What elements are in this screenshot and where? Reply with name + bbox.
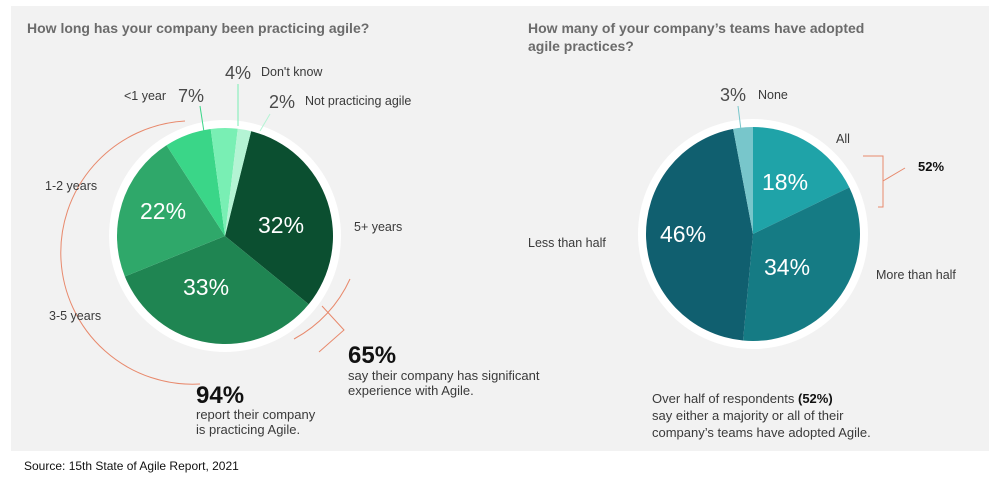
note-line2: say either a majority or all of their (652, 408, 844, 423)
label-5plus: 5+ years (354, 220, 402, 234)
right-slice-none (733, 127, 753, 234)
slice-value-notpracticing: 2% (269, 92, 295, 112)
slice-value-none: 3% (720, 85, 746, 105)
label-lesshalf: Less than half (528, 236, 606, 250)
practicing-arc (60, 120, 201, 385)
slice-value-all: 18% (762, 169, 808, 195)
label-all: All (836, 132, 850, 146)
right-slice-less-than-half (645, 128, 753, 341)
right-slice-more-than-half (743, 187, 860, 341)
majority-bracket (863, 155, 884, 208)
experience-bracket (318, 305, 345, 353)
left-slice-5-years (225, 131, 333, 305)
note-line1-text: Over half of respondents (652, 391, 798, 406)
note-line3: company’s teams have adopted Agile. (652, 425, 871, 440)
left-slice-not-practicing-agile (225, 128, 252, 236)
label-none: None (758, 88, 788, 102)
right-pie (645, 127, 860, 341)
experience-arc (293, 278, 351, 340)
note-line1-bold: (52%) (798, 391, 833, 406)
right-chart-title-line1: How many of your company’s teams have ad… (528, 20, 864, 36)
leader-lt1 (199, 105, 205, 133)
note-line1: Over half of respondents (52%) (652, 391, 833, 406)
left-slice-don-t-know (210, 128, 238, 236)
left-slice-3-5-years (124, 236, 309, 344)
label-notpracticing: Not practicing agile (305, 94, 411, 108)
left-pie (117, 128, 333, 344)
slice-value-lt1: 7% (178, 86, 204, 106)
slice-value-dontknow: 4% (225, 63, 251, 83)
label-morehalf: More than half (876, 268, 956, 282)
callout-94-value: 94% (196, 382, 244, 409)
callout-65-line2: experience with Agile. (348, 383, 474, 398)
source-note: Source: 15th State of Agile Report, 2021 (24, 459, 239, 473)
majority-value: 52% (918, 159, 944, 174)
slice-value-3to5: 33% (183, 274, 229, 300)
left-slice-1-2-years (117, 145, 225, 277)
label-1to2: 1-2 years (45, 179, 97, 193)
slice-value-1to2: 22% (140, 198, 186, 224)
slice-value-5plus: 32% (258, 212, 304, 238)
label-lt1: <1 year (124, 89, 166, 103)
label-dontknow: Don't know (261, 65, 323, 79)
slice-value-morehalf: 34% (764, 254, 810, 280)
majority-bracket-tick (882, 167, 906, 182)
callout-65-line1: say their company has significant (348, 368, 540, 383)
callout-65-value: 65% (348, 342, 396, 369)
slice-value-lesshalf: 46% (660, 221, 706, 247)
callout-94-line1: report their company (196, 407, 316, 422)
callout-94-line2: is practicing Agile. (196, 422, 300, 437)
right-slice-all (753, 127, 850, 234)
left-chart-title: How long has your company been practicin… (27, 20, 369, 36)
label-3to5: 3-5 years (49, 309, 101, 323)
right-chart-title-line2: agile practices? (528, 38, 634, 54)
left-slice--1-year (166, 128, 225, 236)
leader-none (737, 105, 742, 131)
leader-notpracticing (259, 113, 271, 132)
